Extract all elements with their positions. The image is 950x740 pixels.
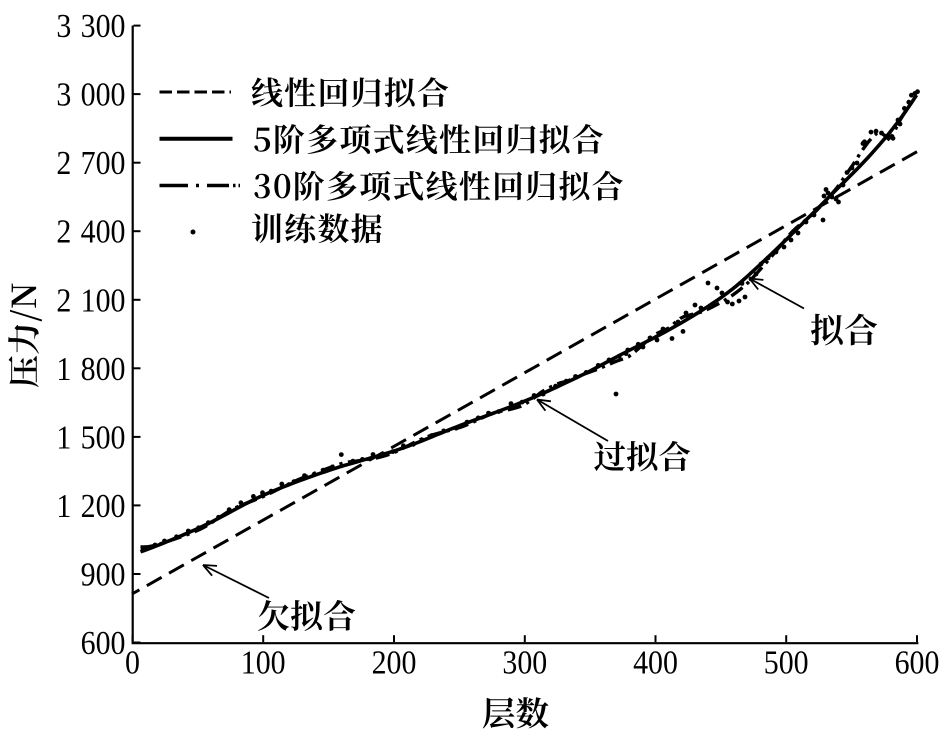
svg-text:400: 400 (633, 643, 678, 681)
svg-text:300: 300 (502, 643, 547, 681)
svg-text:2 700: 2 700 (56, 143, 125, 181)
svg-text:500: 500 (764, 643, 809, 681)
svg-text:2 100: 2 100 (56, 281, 125, 319)
svg-text:100: 100 (241, 643, 286, 681)
svg-text:2 400: 2 400 (56, 212, 125, 250)
svg-text:600: 600 (895, 643, 940, 681)
svg-text:1 800: 1 800 (56, 349, 125, 387)
svg-text:1 200: 1 200 (56, 486, 125, 524)
svg-text:900: 900 (81, 555, 126, 593)
svg-text:200: 200 (372, 643, 417, 681)
svg-text:600: 600 (81, 623, 126, 661)
svg-text:1 500: 1 500 (56, 418, 125, 456)
svg-text:3 300: 3 300 (56, 6, 125, 44)
svg-text:0: 0 (125, 643, 140, 681)
svg-text:3 000: 3 000 (56, 75, 125, 113)
